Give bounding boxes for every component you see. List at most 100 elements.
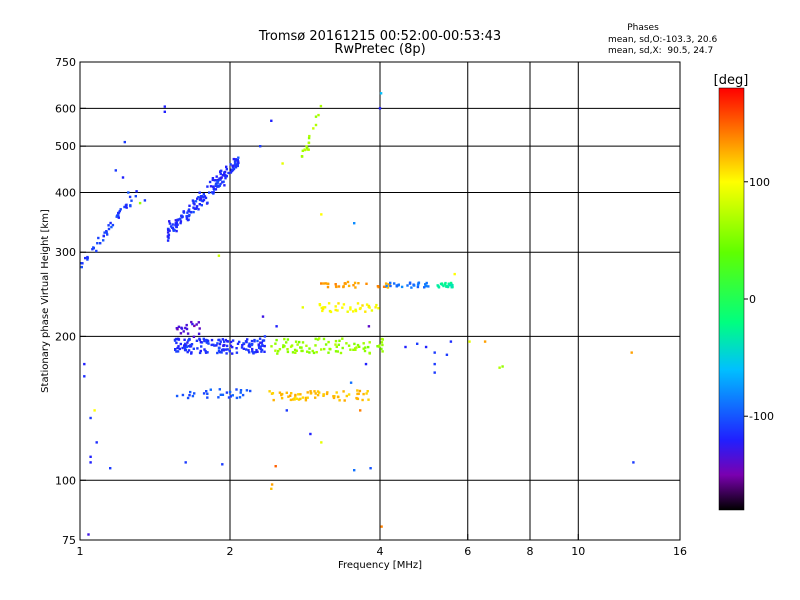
- data-point: [89, 416, 92, 420]
- data-point: [171, 223, 174, 226]
- data-point: [166, 231, 170, 234]
- data-point: [353, 281, 357, 285]
- data-point: [301, 306, 304, 309]
- data-point: [114, 169, 117, 172]
- data-point: [301, 341, 305, 344]
- data-point: [324, 282, 327, 285]
- data-point: [308, 347, 311, 350]
- data-point: [251, 350, 254, 353]
- data-point: [215, 183, 218, 187]
- data-point: [257, 343, 260, 346]
- data-point: [185, 345, 189, 348]
- data-point: [291, 398, 295, 401]
- data-point: [218, 388, 221, 391]
- data-point: [380, 347, 383, 351]
- x-tick-label: 8: [527, 545, 534, 558]
- data-point: [270, 487, 273, 490]
- data-point: [297, 398, 301, 401]
- data-point: [447, 282, 451, 285]
- data-point: [220, 169, 223, 172]
- data-point: [235, 347, 238, 350]
- data-point: [173, 228, 176, 232]
- data-point: [296, 343, 299, 346]
- y-tick-label: 300: [55, 246, 76, 259]
- data-point: [188, 214, 191, 217]
- data-point: [305, 344, 308, 347]
- data-point: [286, 350, 290, 354]
- data-point: [332, 396, 336, 400]
- data-point: [206, 339, 209, 342]
- data-point: [204, 196, 208, 200]
- data-point: [334, 308, 337, 312]
- data-point: [342, 303, 346, 306]
- data-point: [225, 391, 229, 394]
- data-point: [218, 342, 222, 346]
- data-point: [191, 394, 195, 398]
- data-point: [353, 342, 356, 346]
- data-point: [338, 339, 341, 342]
- data-point: [166, 235, 170, 238]
- data-point: [349, 381, 353, 384]
- data-point: [321, 309, 324, 313]
- y-tick-label: 500: [55, 140, 76, 153]
- data-point: [349, 308, 352, 311]
- data-point: [295, 349, 298, 352]
- data-point: [192, 347, 195, 350]
- data-point: [356, 343, 360, 347]
- data-point: [316, 393, 320, 397]
- data-point: [449, 281, 453, 285]
- data-point: [97, 236, 100, 240]
- data-point: [219, 172, 222, 176]
- data-point: [234, 164, 238, 168]
- data-point: [174, 348, 177, 352]
- data-point: [451, 284, 454, 287]
- data-point: [231, 339, 235, 342]
- data-point: [229, 163, 232, 166]
- data-point: [89, 461, 92, 464]
- data-point: [380, 525, 383, 528]
- data-point: [314, 392, 317, 395]
- data-point: [91, 248, 94, 251]
- x-axis-ticks: 1 2 4 6 8 10 16: [77, 534, 687, 558]
- colorbar-tick-label: 0: [749, 293, 756, 306]
- data-point: [498, 366, 501, 369]
- data-point: [309, 390, 312, 393]
- data-point: [245, 348, 248, 351]
- data-point: [175, 225, 178, 229]
- data-point: [223, 184, 226, 187]
- x-tick-label: 2: [227, 545, 234, 558]
- data-point: [230, 168, 233, 171]
- data-point: [188, 338, 191, 341]
- data-point: [374, 306, 377, 309]
- data-point: [380, 341, 384, 344]
- data-point: [303, 148, 306, 151]
- data-point: [225, 352, 228, 355]
- data-point: [359, 306, 362, 310]
- data-point: [168, 222, 172, 225]
- data-point: [220, 348, 224, 352]
- data-point: [289, 398, 293, 402]
- data-point: [362, 342, 365, 345]
- data-point: [191, 199, 195, 202]
- data-point: [216, 351, 219, 355]
- data-point: [209, 388, 212, 391]
- data-point: [442, 284, 445, 288]
- data-point: [322, 337, 326, 341]
- data-point: [353, 222, 356, 225]
- data-point: [181, 346, 184, 350]
- data-point: [187, 218, 190, 221]
- data-point: [253, 338, 256, 342]
- y-tick-label: 75: [62, 534, 76, 547]
- data-point: [274, 465, 277, 468]
- data-point: [128, 195, 132, 199]
- data-point: [358, 389, 362, 393]
- data-point: [368, 341, 371, 344]
- data-point: [386, 286, 390, 289]
- data-point: [306, 396, 309, 399]
- data-point: [84, 256, 87, 260]
- data-point: [259, 347, 262, 351]
- data-point: [449, 284, 452, 287]
- data-point: [294, 393, 297, 397]
- data-point: [208, 191, 211, 194]
- data-point: [238, 340, 241, 344]
